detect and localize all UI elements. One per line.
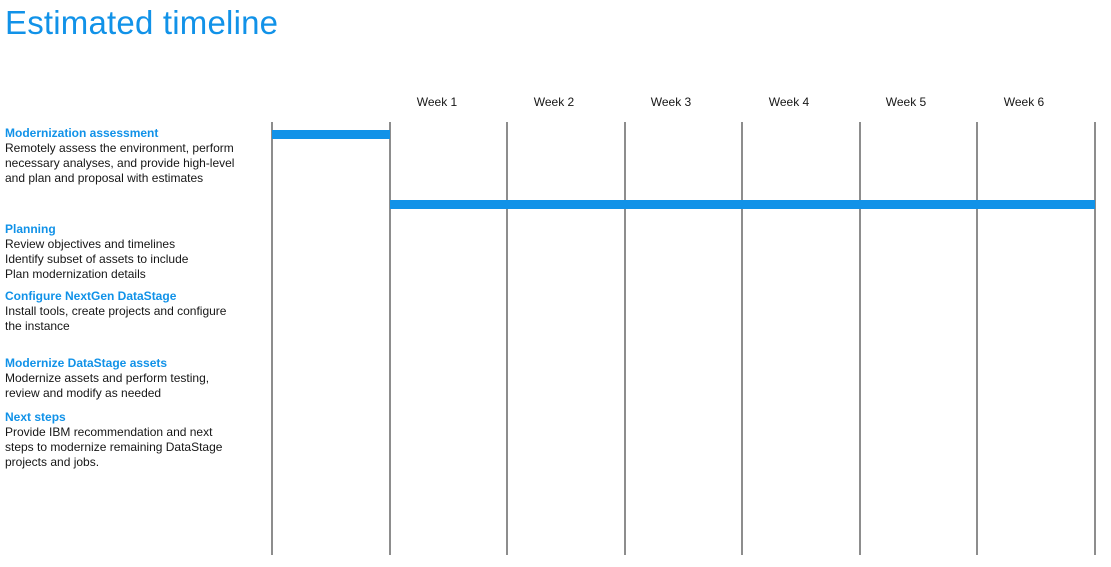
task-title: Modernize DataStage assets [5, 356, 168, 370]
task-title: Next steps [5, 410, 66, 424]
grid-line-0 [271, 122, 273, 555]
task-title: Planning [5, 222, 56, 236]
week-label-2: Week 2 [533, 95, 575, 109]
grid-line-1 [389, 122, 391, 555]
task-title: Modernization assessment [5, 126, 159, 140]
grid-line-5 [859, 122, 861, 555]
task-modernize-datastage-assets: Modernize DataStage assets Modernize ass… [5, 356, 265, 401]
task-desc-line: review and modify as needed [5, 386, 162, 400]
grid-line-7 [1094, 122, 1096, 555]
task-next-steps: Next steps Provide IBM recommendation an… [5, 410, 265, 470]
task-desc-line: Install tools, create projects and confi… [5, 304, 227, 318]
task-desc-line: and plan and proposal with estimates [5, 171, 204, 185]
task-desc-line: Identify subset of assets to include [5, 252, 189, 266]
week-label-4: Week 4 [768, 95, 810, 109]
week-label-1: Week 1 [416, 95, 458, 109]
task-desc-line: Provide IBM recommendation and next [5, 425, 213, 439]
task-desc-line: Modernize assets and perform testing, [5, 371, 210, 385]
grid-line-6 [976, 122, 978, 555]
week-label-6: Week 6 [1003, 95, 1045, 109]
grid-line-3 [624, 122, 626, 555]
task-planning: Planning Review objectives and timelines… [5, 222, 265, 282]
page-title: Estimated timeline [5, 4, 279, 41]
grid-line-2 [506, 122, 508, 555]
bar-modernization-assessment [272, 130, 390, 139]
task-desc-line: Remotely assess the environment, perform [5, 141, 234, 155]
task-desc-line: Review objectives and timelines [5, 237, 176, 251]
week-label-3: Week 3 [650, 95, 692, 109]
task-configure-nextgen-datastage: Configure NextGen DataStage Install tool… [5, 289, 265, 334]
grid-line-4 [741, 122, 743, 555]
task-title: Configure NextGen DataStage [5, 289, 177, 303]
bar-engagement [390, 200, 1095, 209]
task-desc-line: projects and jobs. [5, 455, 100, 469]
week-label-5: Week 5 [885, 95, 927, 109]
task-desc-line: the instance [5, 319, 70, 333]
task-desc-line: steps to modernize remaining DataStage [5, 440, 223, 454]
task-desc-line: Plan modernization details [5, 267, 146, 281]
task-desc-line: necessary analyses, and provide high-lev… [5, 156, 235, 170]
task-modernization-assessment: Modernization assessment Remotely assess… [5, 126, 265, 186]
